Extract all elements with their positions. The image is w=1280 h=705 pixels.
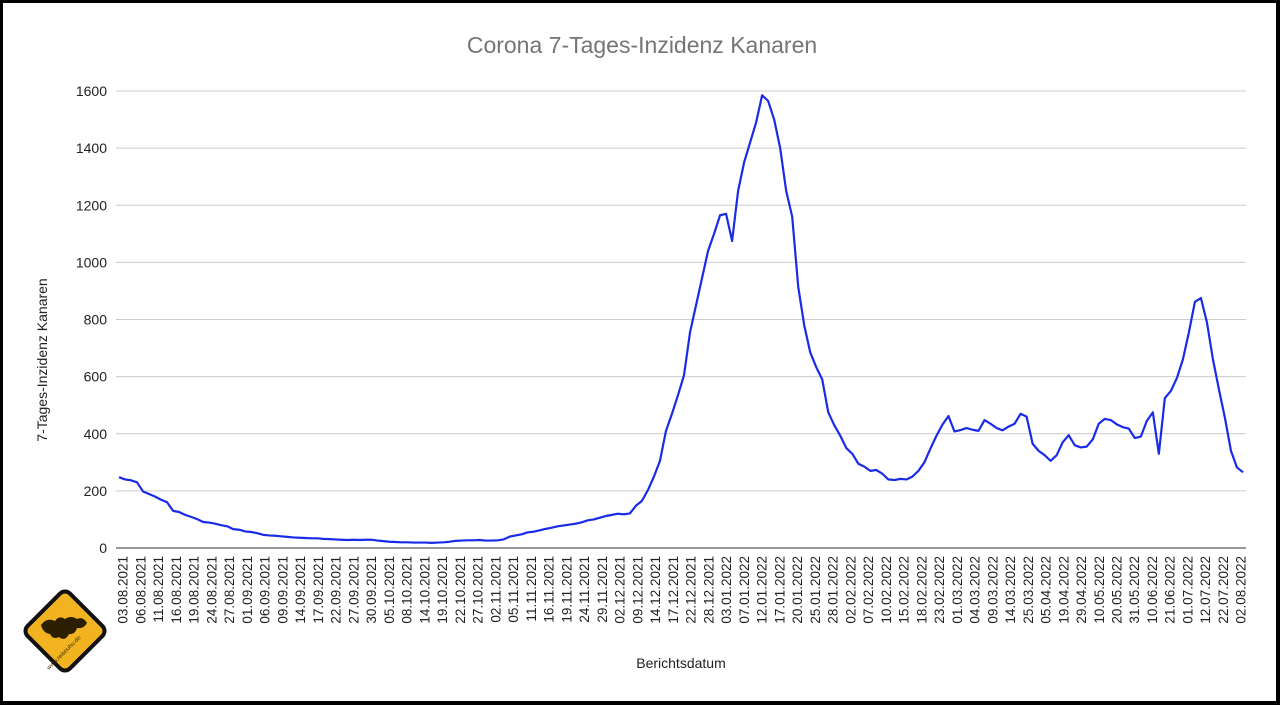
- x-tick-label: 30.09.2021: [364, 556, 379, 624]
- x-tick-label: 28.01.2022: [826, 556, 841, 624]
- x-tick-label: 01.03.2022: [950, 556, 965, 624]
- x-tick-label: 09.09.2021: [275, 556, 290, 624]
- y-tick-label: 600: [84, 369, 108, 385]
- x-tick-label: 20.05.2022: [1110, 556, 1125, 624]
- x-tick-label: 03.01.2022: [719, 556, 734, 624]
- y-axis-ticks: 0 200 400 600 800 1000 1200 1400 1600: [76, 83, 107, 556]
- x-tick-label: 19.10.2021: [435, 556, 450, 624]
- x-tick-label: 24.08.2021: [204, 556, 219, 624]
- x-tick-label: 10.06.2022: [1145, 556, 1160, 624]
- y-tick-label: 1000: [76, 254, 107, 270]
- x-tick-label: 12.07.2022: [1198, 556, 1213, 624]
- y-tick-label: 0: [99, 540, 107, 556]
- chart-svg: Corona 7-Tages-Inzidenz Kanaren 0 200 400 6…: [23, 32, 1249, 673]
- x-tick-label: 10.02.2022: [879, 556, 894, 624]
- x-tick-label: 14.03.2022: [1003, 556, 1018, 624]
- x-tick-label: 10.05.2022: [1092, 556, 1107, 624]
- y-axis-label: 7-Tages-Inzidenz Kanaren: [34, 278, 50, 441]
- x-tick-label: 22.10.2021: [453, 556, 468, 624]
- x-tick-label: 06.08.2021: [133, 556, 148, 624]
- chart-title: Corona 7-Tages-Inzidenz Kanaren: [467, 32, 817, 58]
- world-map-icon: [41, 617, 87, 639]
- x-tick-label: 02.02.2022: [843, 556, 858, 624]
- chart-canvas: Corona 7-Tages-Inzidenz Kanaren 0 200 400 6…: [3, 3, 1276, 701]
- x-tick-label: 19.11.2021: [559, 556, 574, 623]
- x-tick-label: 23.02.2022: [932, 556, 947, 624]
- x-tick-label: 17.01.2022: [772, 556, 787, 624]
- gridlines: [116, 90, 1246, 492]
- x-tick-label: 16.11.2021: [542, 556, 557, 623]
- x-tick-label: 31.05.2022: [1127, 556, 1142, 624]
- x-tick-label: 21.06.2022: [1163, 556, 1178, 624]
- x-axis-label: Berichtsdatum: [636, 655, 725, 671]
- x-tick-label: 02.12.2021: [613, 556, 628, 624]
- x-tick-label: 14.12.2021: [648, 556, 663, 624]
- x-tick-label: 19.08.2021: [187, 556, 202, 624]
- x-tick-label: 04.03.2022: [968, 556, 983, 624]
- x-tick-label: 19.04.2022: [1056, 556, 1071, 624]
- x-tick-label: 14.10.2021: [417, 556, 432, 624]
- x-tick-label: 12.01.2022: [755, 556, 770, 624]
- x-tick-label: 20.01.2022: [790, 556, 805, 624]
- y-tick-label: 200: [84, 483, 108, 499]
- x-tick-label: 25.03.2022: [1021, 556, 1036, 624]
- x-tick-label: 17.12.2021: [666, 556, 681, 624]
- x-tick-label: 15.02.2022: [897, 556, 912, 624]
- x-tick-label: 24.11.2021: [577, 556, 592, 623]
- y-tick-label: 400: [84, 426, 108, 442]
- x-tick-label: 05.11.2021: [506, 556, 521, 623]
- x-tick-label: 25.01.2022: [808, 556, 823, 624]
- x-tick-label: 18.02.2022: [914, 556, 929, 624]
- x-tick-label: 05.04.2022: [1039, 556, 1054, 624]
- x-tick-label: 28.12.2021: [701, 556, 716, 624]
- x-tick-label: 27.10.2021: [471, 556, 486, 624]
- x-tick-label: 07.01.2022: [737, 556, 752, 624]
- x-tick-label: 27.08.2021: [222, 556, 237, 624]
- y-tick-label: 800: [84, 312, 108, 328]
- x-tick-label: 06.09.2021: [258, 556, 273, 624]
- x-tick-label: 09.12.2021: [630, 556, 645, 624]
- x-tick-label: 22.07.2022: [1216, 556, 1231, 624]
- x-tick-label: 01.09.2021: [240, 556, 255, 624]
- x-tick-label: 02.11.2021: [488, 556, 503, 623]
- reiseuhu-logo: www.reiseuhu.de: [23, 589, 107, 673]
- x-tick-label: 14.09.2021: [293, 556, 308, 624]
- x-tick-label: 11.08.2021: [151, 556, 166, 623]
- x-tick-label: 09.03.2022: [985, 556, 1000, 624]
- y-tick-label: 1400: [76, 140, 107, 156]
- x-tick-label: 05.10.2021: [382, 556, 397, 624]
- x-tick-label: 16.08.2021: [169, 556, 184, 624]
- x-tick-label: 29.04.2022: [1074, 556, 1089, 624]
- x-axis-ticks: 03.08.2021 06.08.2021 11.08.2021 16.08.2021…: [116, 556, 1249, 624]
- x-tick-label: 08.10.2021: [400, 556, 415, 624]
- x-tick-label: 11.11.2021: [524, 556, 539, 622]
- y-tick-label: 1200: [76, 197, 107, 213]
- x-tick-label: 22.09.2021: [329, 556, 344, 624]
- x-tick-label: 27.09.2021: [346, 556, 361, 624]
- y-tick-label: 1600: [76, 83, 107, 99]
- x-tick-label: 22.12.2021: [684, 556, 699, 624]
- x-tick-label: 02.08.2022: [1234, 556, 1249, 624]
- x-tick-label: 17.09.2021: [311, 556, 326, 624]
- x-tick-label: 03.08.2021: [116, 556, 131, 624]
- x-tick-label: 07.02.2022: [861, 556, 876, 624]
- x-tick-label: 01.07.2022: [1180, 556, 1195, 624]
- series-line-inzidenz: [118, 94, 1244, 544]
- x-tick-label: 29.11.2021: [595, 556, 610, 623]
